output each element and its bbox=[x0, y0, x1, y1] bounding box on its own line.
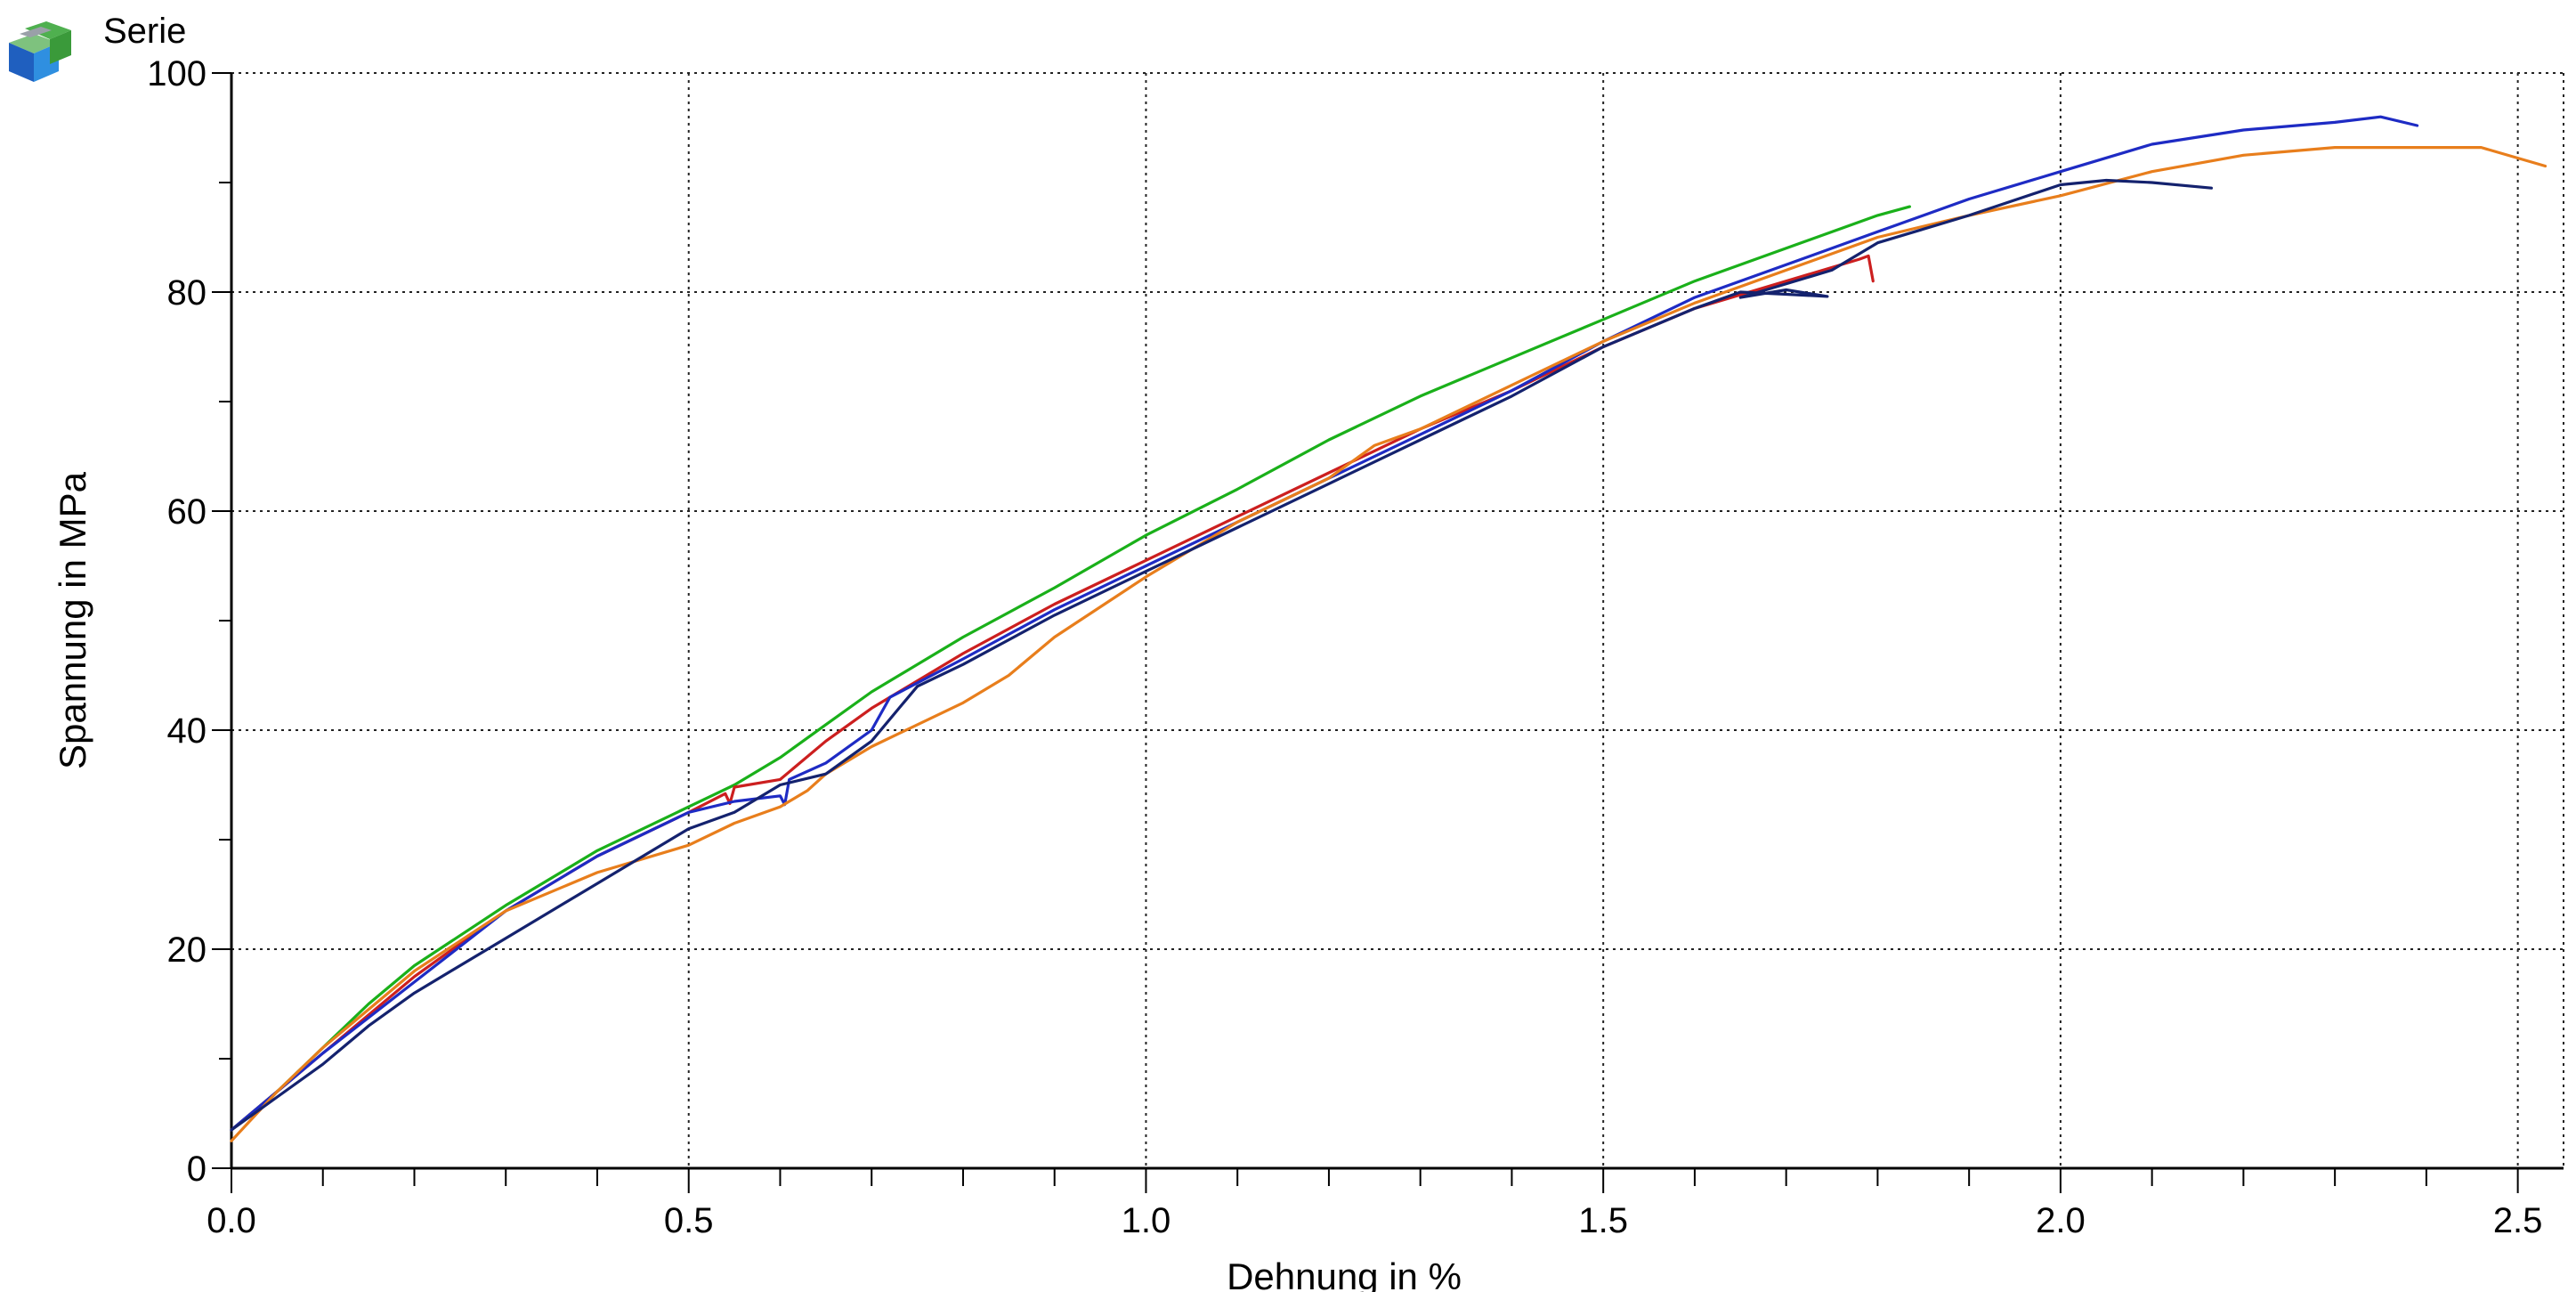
x-tick-label: 0.5 bbox=[664, 1201, 714, 1240]
y-tick-label: 60 bbox=[167, 492, 207, 532]
grid-lines bbox=[231, 72, 2564, 1168]
y-tick-label: 0 bbox=[187, 1150, 207, 1189]
series-line-2 bbox=[230, 254, 1875, 1132]
x-tick-label: 0.0 bbox=[207, 1201, 256, 1240]
series-lines bbox=[230, 115, 2548, 1142]
series-line-4 bbox=[230, 146, 2548, 1142]
x-tick-label: 2.5 bbox=[2493, 1201, 2543, 1240]
series-legend-label: Serie bbox=[103, 12, 186, 51]
x-tick-label: 2.0 bbox=[2036, 1201, 2086, 1240]
y-tick-label: 80 bbox=[167, 273, 207, 313]
axes bbox=[230, 73, 2564, 1170]
y-tick-label: 100 bbox=[147, 54, 207, 93]
x-tick-label: 1.5 bbox=[1578, 1201, 1628, 1240]
y-axis-title: Spannung in MPa bbox=[52, 471, 93, 769]
y-tick-label: 40 bbox=[167, 711, 207, 751]
axis-ticks: 0 20 40 60 80 100 0.0 0.5 1.0 1.5 2.0 2.5 bbox=[147, 54, 2542, 1240]
y-tick-label: 20 bbox=[167, 930, 207, 970]
series-legend-icon bbox=[9, 21, 71, 82]
x-tick-label: 1.0 bbox=[1122, 1201, 1171, 1240]
series-line-3 bbox=[230, 115, 2419, 1132]
series-line-1 bbox=[230, 205, 1911, 1132]
series-line-5 bbox=[230, 178, 2213, 1132]
x-axis-title: Dehnung in % bbox=[1227, 1255, 1462, 1292]
